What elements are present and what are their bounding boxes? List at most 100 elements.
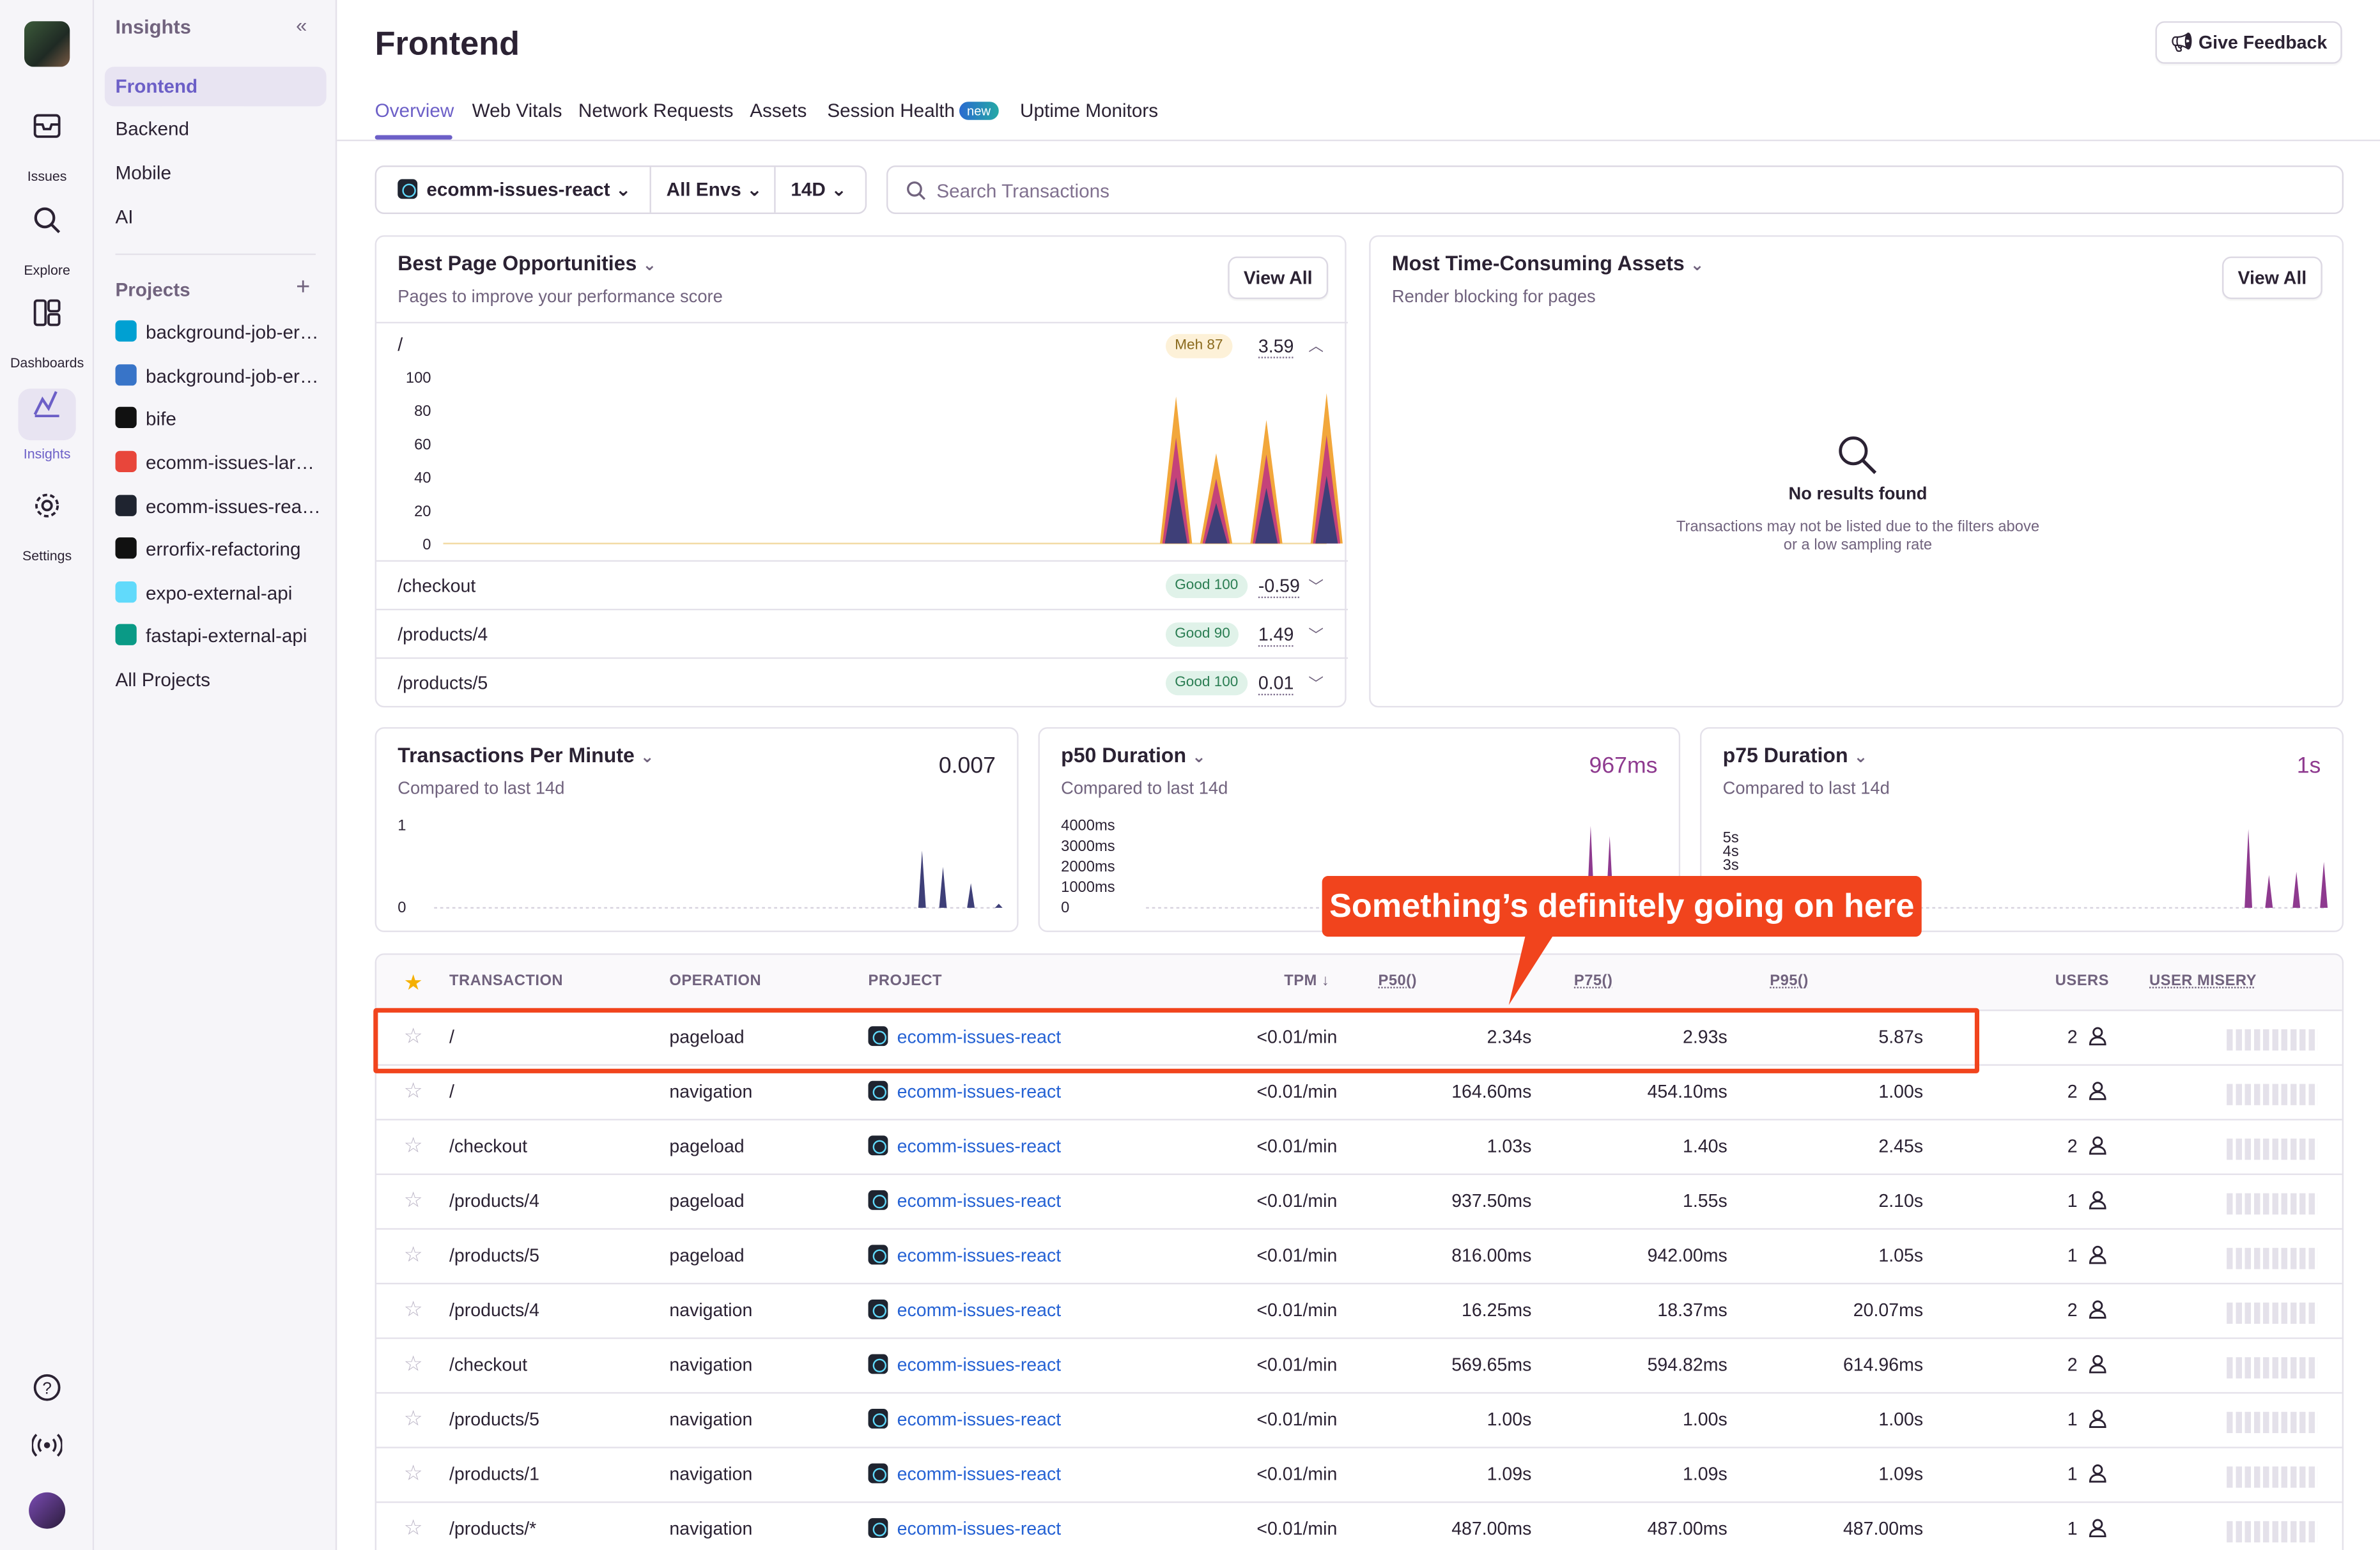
view-all-button[interactable]: View All xyxy=(1228,256,1329,300)
transaction-link[interactable]: /products/1 xyxy=(449,1463,540,1485)
tab-assets[interactable]: Assets xyxy=(750,100,807,122)
card-title[interactable]: p50 Duration ⌄ xyxy=(1061,744,1206,767)
th-users[interactable]: USERS xyxy=(2055,973,2109,990)
project-item[interactable]: background-job-er… xyxy=(115,318,319,348)
nav-item-ai[interactable]: AI xyxy=(115,206,134,228)
star-icon[interactable]: ☆ xyxy=(403,1241,423,1266)
transaction-link[interactable]: /products/5 xyxy=(449,1245,540,1266)
project-item[interactable]: errorfix-refactoring xyxy=(115,534,301,565)
project-filter[interactable]: ecomm-issues-react ⌄ xyxy=(398,167,631,212)
th-project[interactable]: PROJECT xyxy=(868,973,943,990)
table-row[interactable]: ☆ /products/5 navigation ecomm-issues-react… xyxy=(376,1393,2342,1448)
project-item[interactable]: bife xyxy=(115,404,176,434)
table-row[interactable]: ☆ /products/* navigation ecomm-issues-react… xyxy=(376,1503,2342,1550)
th-p75[interactable]: P75() xyxy=(1573,973,1613,990)
star-icon[interactable]: ☆ xyxy=(403,1078,423,1103)
chevron-down-icon[interactable]: ﹀ xyxy=(1308,677,1324,694)
table-row[interactable]: ☆ /products/4 navigation ecomm-issues-react… xyxy=(376,1284,2342,1339)
view-all-button[interactable]: View All xyxy=(2222,256,2322,300)
star-icon[interactable]: ☆ xyxy=(403,1187,423,1212)
project-cell[interactable]: ecomm-issues-react xyxy=(868,1409,1061,1430)
org-avatar[interactable] xyxy=(24,21,70,67)
all-projects-link[interactable]: All Projects xyxy=(115,669,211,691)
project-item[interactable]: expo-external-api xyxy=(115,578,292,609)
th-p95[interactable]: P95() xyxy=(1770,973,1809,990)
project-cell[interactable]: ecomm-issues-react xyxy=(868,1299,1061,1321)
nav-item-mobile[interactable]: Mobile xyxy=(115,162,171,184)
th-user-misery[interactable]: USER MISERY xyxy=(2149,973,2257,990)
broadcast-icon[interactable] xyxy=(31,1420,63,1461)
star-icon[interactable]: ☆ xyxy=(403,1296,423,1321)
star-filled-icon[interactable]: ★ xyxy=(403,970,423,995)
project-item[interactable]: ecomm-issues-rea… xyxy=(115,492,321,523)
tab-web-vitals[interactable]: Web Vitals xyxy=(472,100,562,122)
user-avatar[interactable] xyxy=(29,1492,66,1529)
th-tpm[interactable]: TPM ↓ xyxy=(1284,973,1330,990)
project-cell[interactable]: ecomm-issues-react xyxy=(868,1518,1061,1539)
project-cell[interactable]: ecomm-issues-react xyxy=(868,1245,1061,1266)
project-item[interactable]: background-job-er… xyxy=(115,362,319,392)
th-transaction[interactable]: TRANSACTION xyxy=(449,973,564,990)
project-cell[interactable]: ecomm-issues-react xyxy=(868,1354,1061,1376)
table-row[interactable]: ☆ /products/4 pageload ecomm-issues-react <0… xyxy=(376,1175,2342,1230)
table-row[interactable]: ☆ /products/1 navigation ecomm-issues-react… xyxy=(376,1448,2342,1503)
star-icon[interactable]: ☆ xyxy=(403,1132,423,1157)
rail-explore[interactable]: Explore xyxy=(0,194,94,278)
project-cell[interactable]: ecomm-issues-react xyxy=(868,1026,1061,1048)
add-project-icon[interactable]: + xyxy=(296,275,311,301)
rail-settings[interactable]: Settings xyxy=(0,480,94,564)
nav-item-backend[interactable]: Backend xyxy=(115,118,190,140)
tab-overview[interactable]: Overview xyxy=(375,100,454,122)
project-cell[interactable]: ecomm-issues-react xyxy=(868,1135,1061,1157)
star-icon[interactable]: ☆ xyxy=(403,1460,423,1485)
rail-issues[interactable]: Issues xyxy=(0,100,94,184)
table-row[interactable]: ☆ /checkout pageload ecomm-issues-react <0.0… xyxy=(376,1121,2342,1176)
transaction-link[interactable]: / xyxy=(449,1080,454,1103)
project-item[interactable]: ecomm-issues-lar… xyxy=(115,448,314,479)
date-filter[interactable]: 14D ⌄ xyxy=(791,167,847,212)
project-cell[interactable]: ecomm-issues-react xyxy=(868,1463,1061,1485)
table-row[interactable]: ☆ / pageload ecomm-issues-react <0.01/min 2.3… xyxy=(376,1011,2342,1066)
give-feedback-button[interactable]: 📢︎ Give Feedback xyxy=(2155,21,2342,64)
table-row[interactable]: ☆ /products/5 pageload ecomm-issues-react <0… xyxy=(376,1230,2342,1285)
page-link[interactable]: /products/4 xyxy=(398,624,488,645)
transaction-link[interactable]: /checkout xyxy=(449,1135,528,1157)
star-icon[interactable]: ☆ xyxy=(403,1023,423,1048)
transaction-link[interactable]: / xyxy=(449,1026,454,1048)
th-p50[interactable]: P50() xyxy=(1378,973,1417,990)
search-input[interactable] xyxy=(936,176,2303,207)
project-cell[interactable]: ecomm-issues-react xyxy=(868,1080,1061,1102)
tab-session-health[interactable]: Session Health new xyxy=(827,100,998,121)
chevron-down-icon[interactable]: ﹀ xyxy=(1308,628,1324,645)
rail-dashboards[interactable]: Dashboards xyxy=(0,287,94,371)
transaction-link[interactable]: /checkout xyxy=(449,1354,528,1376)
project-cell[interactable]: ecomm-issues-react xyxy=(868,1190,1061,1211)
table-row[interactable]: ☆ /checkout navigation ecomm-issues-react <0… xyxy=(376,1339,2342,1394)
help-icon[interactable]: ? xyxy=(32,1362,63,1402)
rail-insights[interactable]: Insights xyxy=(0,378,94,461)
page-link[interactable]: / xyxy=(398,334,403,356)
card-title[interactable]: Most Time-Consuming Assets ⌄ xyxy=(1392,252,1704,275)
page-link[interactable]: /checkout xyxy=(398,575,476,597)
star-icon[interactable]: ☆ xyxy=(403,1351,423,1376)
card-title[interactable]: Transactions Per Minute ⌄ xyxy=(398,744,654,767)
tab-network-requests[interactable]: Network Requests xyxy=(578,100,734,122)
star-icon[interactable]: ☆ xyxy=(403,1515,423,1540)
transaction-link[interactable]: /products/5 xyxy=(449,1409,540,1431)
card-title[interactable]: p75 Duration ⌄ xyxy=(1723,744,1868,767)
nav-item-frontend[interactable]: Frontend xyxy=(104,66,327,107)
environment-filter[interactable]: All Envs ⌄ xyxy=(667,167,762,212)
table-row[interactable]: ☆ / navigation ecomm-issues-react <0.01/min 1… xyxy=(376,1066,2342,1121)
transaction-link[interactable]: /products/4 xyxy=(449,1299,540,1321)
th-operation[interactable]: OPERATION xyxy=(669,973,762,990)
collapse-icon[interactable]: « xyxy=(296,13,307,37)
transaction-link[interactable]: /products/4 xyxy=(449,1190,540,1212)
chevron-down-icon[interactable]: ﹀ xyxy=(1308,579,1324,597)
project-item[interactable]: fastapi-external-api xyxy=(115,621,307,652)
transaction-link[interactable]: /products/* xyxy=(449,1518,537,1540)
star-icon[interactable]: ☆ xyxy=(403,1406,423,1431)
chevron-up-icon[interactable]: ︿ xyxy=(1308,338,1324,356)
card-title[interactable]: Best Page Opportunities ⌄ xyxy=(398,252,656,275)
page-link[interactable]: /products/5 xyxy=(398,672,488,694)
tab-uptime-monitors[interactable]: Uptime Monitors xyxy=(1020,100,1159,122)
